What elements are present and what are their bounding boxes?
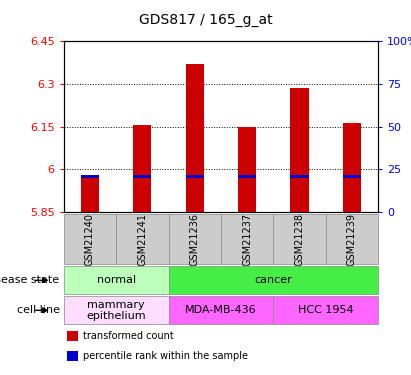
Text: percentile rank within the sample: percentile rank within the sample — [83, 351, 247, 361]
Bar — [116, 214, 169, 264]
Text: GSM21236: GSM21236 — [190, 213, 200, 266]
Bar — [343, 175, 361, 178]
Bar — [81, 175, 99, 178]
Text: transformed count: transformed count — [83, 331, 173, 341]
Text: cell line: cell line — [16, 305, 60, 315]
Bar — [81, 178, 99, 212]
Bar — [64, 266, 169, 294]
Text: GSM21241: GSM21241 — [137, 213, 147, 266]
Text: GSM21240: GSM21240 — [85, 213, 95, 266]
Bar — [169, 296, 273, 324]
Bar — [185, 64, 204, 212]
Bar — [238, 175, 256, 178]
Bar — [133, 175, 152, 178]
Bar — [273, 296, 378, 324]
Bar — [290, 175, 309, 178]
Bar — [169, 214, 221, 264]
Bar — [67, 351, 78, 361]
Bar — [133, 125, 152, 212]
Bar — [185, 175, 204, 178]
Bar — [238, 127, 256, 212]
Bar — [67, 331, 78, 341]
Bar — [169, 266, 378, 294]
Text: cancer: cancer — [254, 275, 292, 285]
Text: GSM21239: GSM21239 — [347, 213, 357, 266]
Text: disease state: disease state — [0, 275, 60, 285]
Text: HCC 1954: HCC 1954 — [298, 305, 353, 315]
Text: MDA-MB-436: MDA-MB-436 — [185, 305, 257, 315]
Text: normal: normal — [97, 275, 136, 285]
Bar — [343, 123, 361, 212]
Bar — [221, 214, 273, 264]
Bar — [290, 88, 309, 212]
Bar — [64, 214, 116, 264]
Text: GDS817 / 165_g_at: GDS817 / 165_g_at — [139, 13, 272, 27]
Bar — [273, 214, 326, 264]
Text: mammary
epithelium: mammary epithelium — [86, 300, 146, 321]
Text: GSM21238: GSM21238 — [295, 213, 305, 266]
Bar — [64, 296, 169, 324]
Bar — [326, 214, 378, 264]
Text: GSM21237: GSM21237 — [242, 213, 252, 266]
